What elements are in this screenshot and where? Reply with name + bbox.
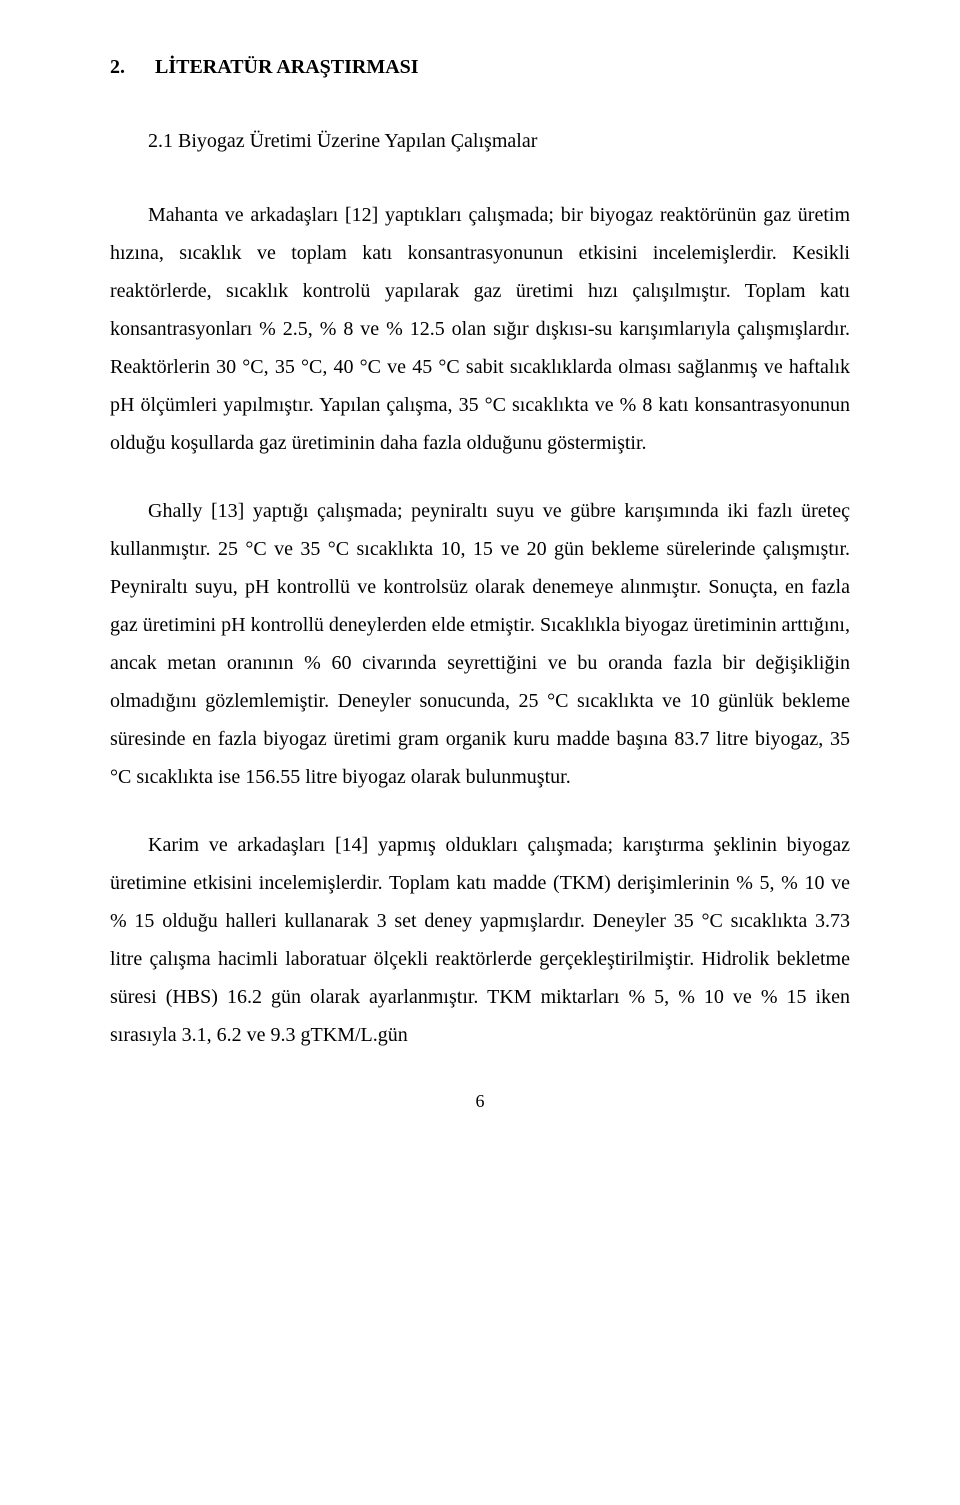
subsection-heading: 2.1 Biyogaz Üretimi Üzerine Yapılan Çalı…: [110, 122, 850, 160]
section-heading: 2. LİTERATÜR ARAŞTIRMASI: [110, 48, 850, 86]
paragraph-2: Ghally [13] yaptığı çalışmada; peyniralt…: [110, 492, 850, 796]
paragraph-1: Mahanta ve arkadaşları [12] yaptıkları ç…: [110, 196, 850, 462]
section-title: LİTERATÜR ARAŞTIRMASI: [155, 56, 419, 78]
page: 2. LİTERATÜR ARAŞTIRMASI 2.1 Biyogaz Üre…: [0, 0, 960, 1505]
paragraph-3: Karim ve arkadaşları [14] yapmış oldukla…: [110, 826, 850, 1054]
page-number: 6: [110, 1084, 850, 1118]
section-number: 2.: [110, 56, 125, 78]
